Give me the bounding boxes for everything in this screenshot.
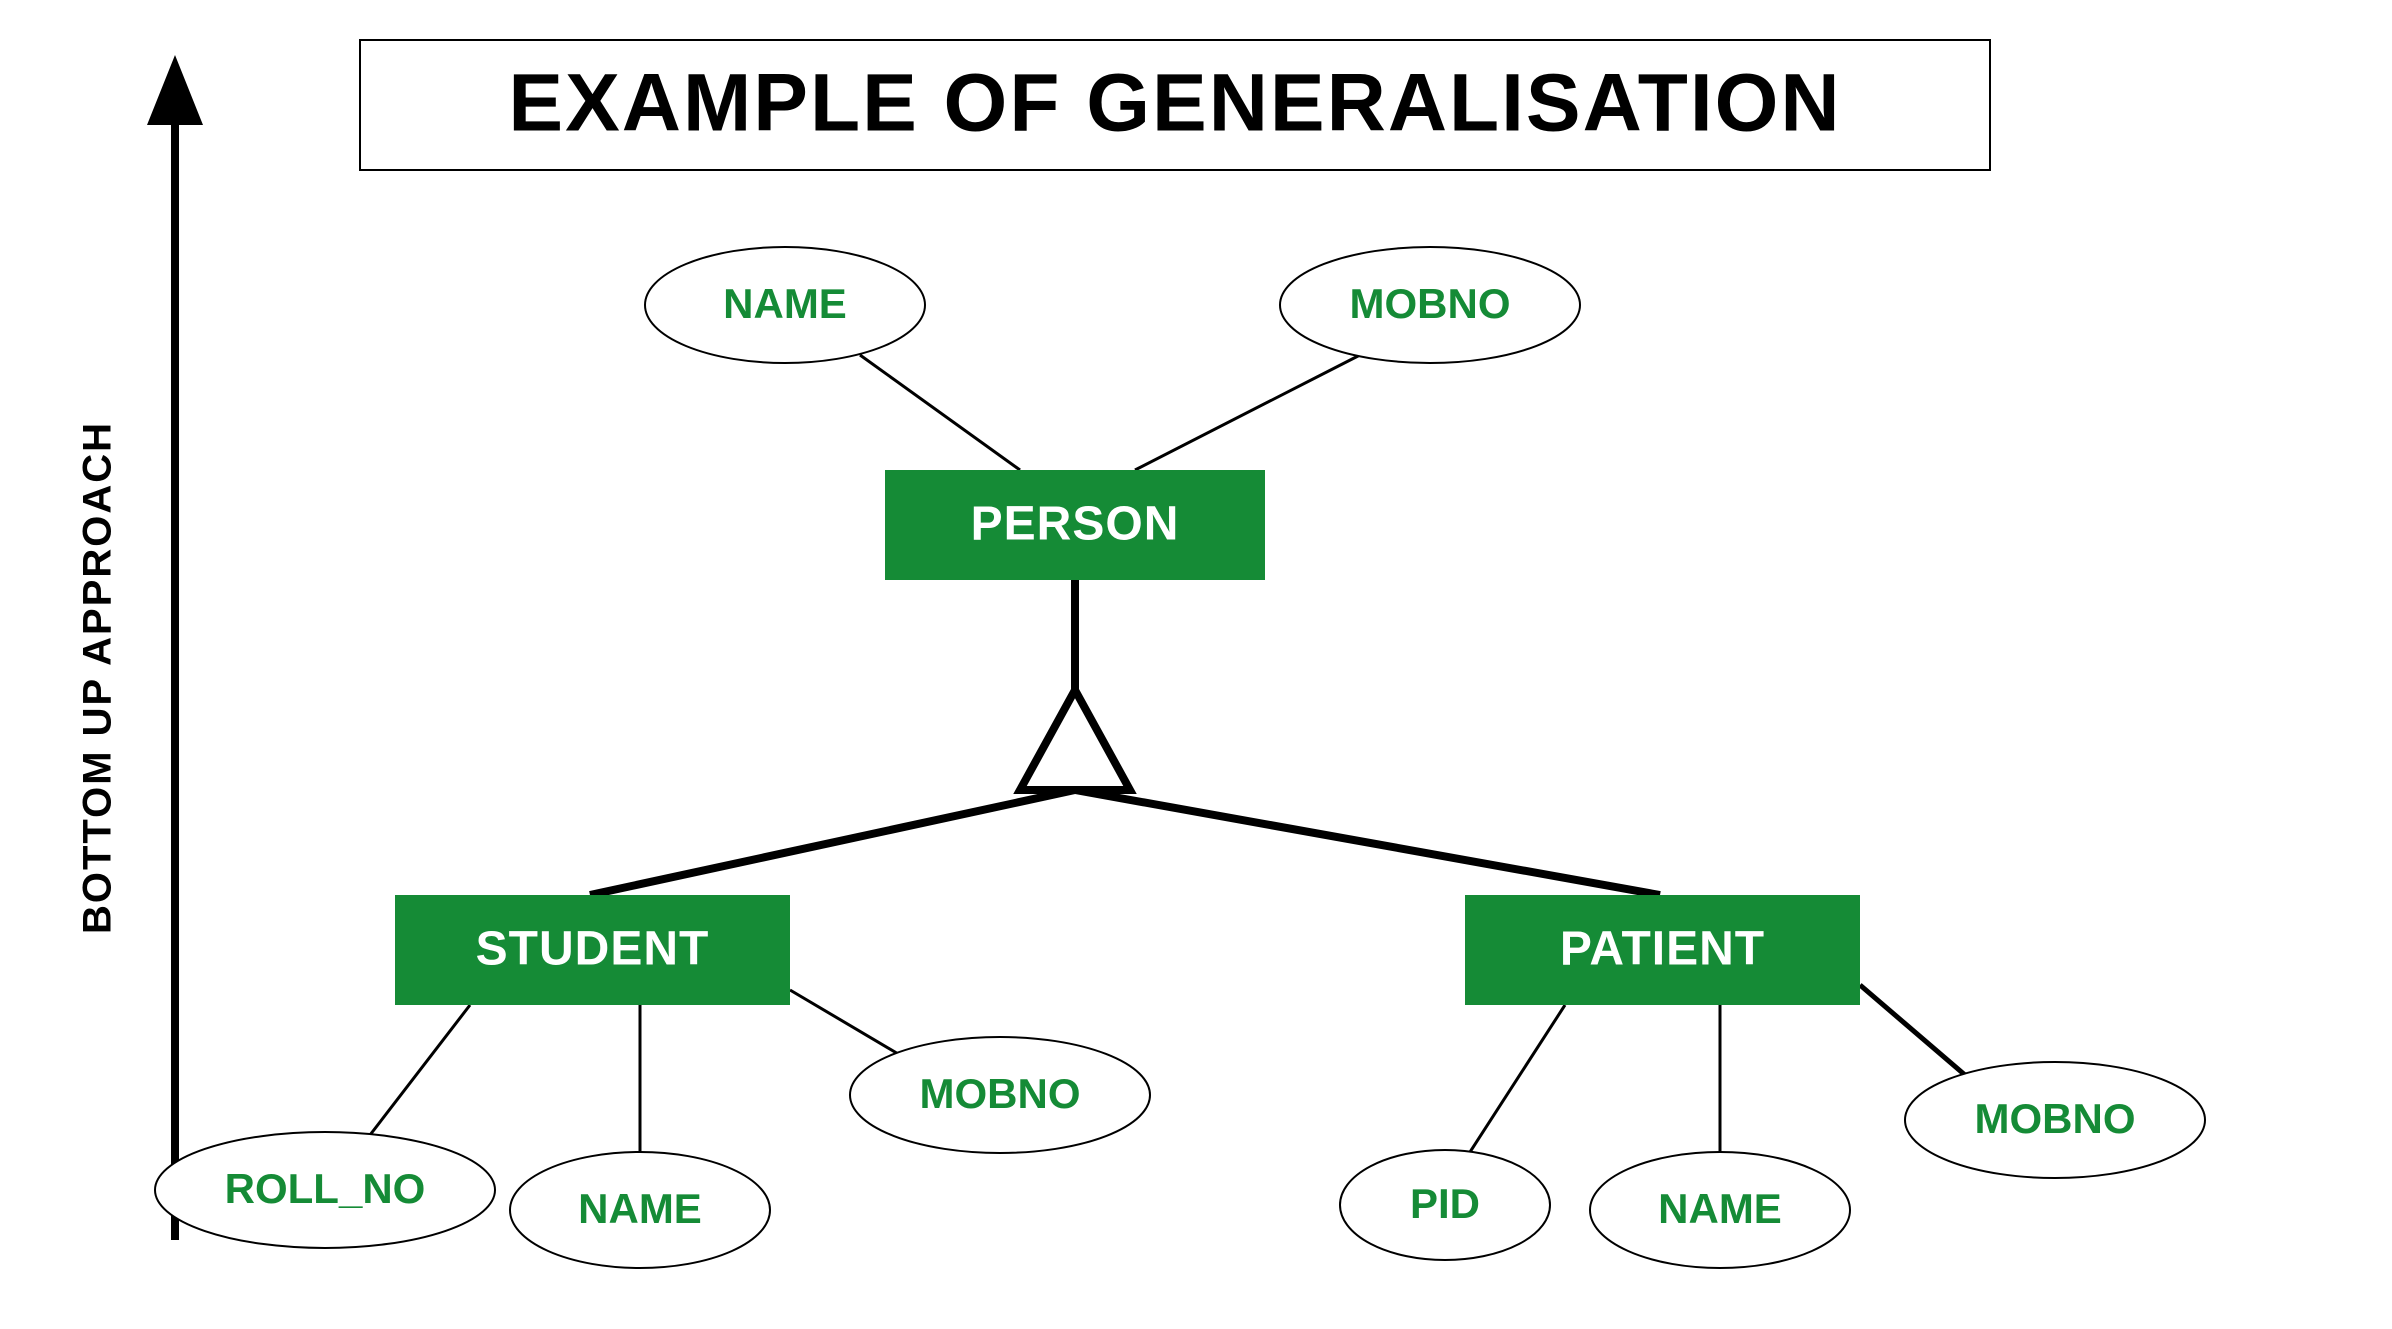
attribute-pt_mobno-label: MOBNO [1975,1095,2136,1142]
entity-patient-label: PATIENT [1560,923,1765,976]
attribute-s_name-label: NAME [578,1185,702,1232]
attribute-p_name-label: NAME [723,280,847,327]
entity-student-label: STUDENT [476,923,710,976]
attribute-pt_name-label: NAME [1658,1185,1782,1232]
connector [1135,355,1360,470]
attribute-s_mobno-label: MOBNO [920,1070,1081,1117]
approach-label: BOTTOM UP APPROACH [76,421,120,934]
entity-person-label: PERSON [971,498,1180,551]
hierarchy-leg [590,790,1075,895]
connector [370,1005,470,1135]
hierarchy-leg [1075,790,1660,895]
generalisation-triangle-icon [1020,690,1130,790]
title-text: EXAMPLE OF GENERALISATION [508,58,1841,149]
connector [790,990,900,1055]
attribute-p_mobno-label: MOBNO [1350,280,1511,327]
connector [860,355,1020,470]
attribute-s_rollno-label: ROLL_NO [225,1165,426,1212]
connector [1860,985,1965,1075]
approach-arrow-head [147,55,203,125]
connector [1470,1005,1565,1152]
attribute-pt_pid-label: PID [1410,1180,1480,1227]
